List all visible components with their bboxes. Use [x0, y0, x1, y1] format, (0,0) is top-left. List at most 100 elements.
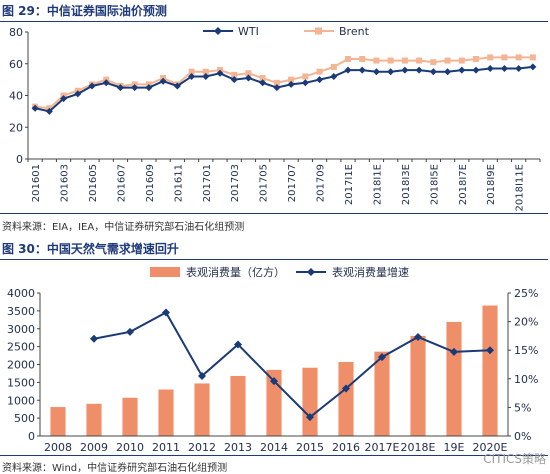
right-y-tick-label: 25% — [514, 287, 538, 300]
growth-line — [93, 311, 491, 419]
data-point-wti — [401, 66, 409, 74]
data-point-brent — [330, 63, 337, 70]
growth-point — [126, 327, 134, 336]
data-point-wti — [316, 76, 324, 84]
bar — [86, 403, 102, 436]
data-point-wti — [301, 79, 309, 87]
x-tick-label: 2018I1E — [372, 164, 383, 205]
data-point-wti — [372, 68, 380, 76]
growth-point — [270, 377, 278, 386]
data-point-wti — [88, 82, 96, 90]
x-tick-label: 2016 — [332, 441, 360, 454]
figure-29-source: 资料来源：EIA，IEA，中信证券研究部石油石化组预测 — [2, 222, 245, 233]
data-point-brent — [288, 76, 295, 83]
data-point-brent — [529, 54, 536, 61]
data-point-wti — [330, 72, 338, 80]
legend-marker-brent — [315, 27, 322, 35]
data-point-wti — [244, 74, 252, 82]
data-point-wti — [486, 65, 494, 73]
growth-point — [162, 308, 170, 317]
watermark: CITICS策略 — [483, 452, 546, 466]
growth-point — [306, 413, 314, 422]
data-point-wti — [500, 65, 508, 73]
left-y-tick-label: 3500 — [7, 305, 35, 318]
data-point-wti — [444, 68, 452, 76]
data-point-brent — [387, 57, 394, 64]
x-tick-label: 2018I5E — [429, 164, 440, 205]
bar — [158, 389, 174, 436]
data-point-wti — [358, 66, 366, 74]
series-line-wti — [34, 65, 533, 113]
bar — [194, 383, 210, 436]
left-y-tick-label: 2500 — [7, 341, 35, 354]
data-point-brent — [259, 75, 266, 82]
growth-point — [198, 371, 206, 380]
x-tick-label: 2018I3E — [401, 164, 412, 205]
data-point-wti — [60, 95, 68, 103]
growth-point — [450, 347, 458, 356]
x-tick-label: 2017I1E — [344, 164, 355, 205]
x-tick-label: 2015 — [296, 441, 324, 454]
data-point-brent — [359, 55, 366, 62]
left-y-tick-label: 500 — [14, 412, 35, 425]
data-point-brent — [302, 73, 309, 80]
data-point-brent — [273, 79, 280, 86]
data-point-brent — [458, 57, 465, 64]
legend-label-bar: 表观消费量（亿方） — [186, 265, 285, 279]
data-point-wti — [529, 63, 537, 71]
left-y-tick-label: 0 — [28, 430, 35, 443]
data-point-brent — [373, 57, 380, 64]
data-point-brent — [188, 68, 195, 75]
y-tick-label: 80 — [9, 26, 23, 39]
bar — [230, 375, 246, 436]
figure-30-bottom-divider — [0, 455, 548, 456]
x-tick-label: 2018I11E — [515, 164, 526, 211]
data-point-wti — [429, 68, 437, 76]
right-y-tick-label: 5% — [514, 401, 531, 414]
data-point-wti — [230, 76, 238, 84]
x-tick-label: 2018I7E — [458, 164, 469, 205]
legend-label-growth: 表观消费量增速 — [332, 265, 409, 279]
x-tick-label: 201701 — [202, 164, 213, 202]
data-point-wti — [344, 66, 352, 74]
data-point-wti — [31, 104, 39, 112]
data-point-wti — [131, 84, 139, 92]
bar — [410, 335, 426, 436]
data-point-brent — [430, 59, 437, 66]
data-point-wti — [458, 66, 466, 74]
data-point-brent — [515, 54, 522, 61]
data-point-wti — [188, 72, 196, 80]
y-tick-label: 40 — [9, 90, 23, 103]
bar — [50, 407, 66, 436]
data-point-wti — [287, 80, 295, 88]
data-point-wti — [116, 84, 124, 92]
growth-point — [342, 384, 350, 393]
x-tick-label: 2013 — [224, 441, 252, 454]
data-point-wti — [387, 68, 395, 76]
figure-29-divider — [0, 21, 548, 22]
x-tick-label: 2018E — [401, 441, 436, 454]
figure-30-title: 图 30：中国天然气需求增速回升 — [2, 242, 179, 256]
x-tick-label: 2008 — [44, 441, 72, 454]
y-tick-label: 0 — [16, 153, 23, 166]
x-tick-label: 201611 — [173, 164, 184, 202]
legend-swatch-bar — [150, 267, 180, 277]
data-point-wti — [472, 66, 480, 74]
data-point-brent — [245, 70, 252, 77]
right-y-tick-label: 10% — [514, 373, 538, 386]
data-point-wti — [515, 65, 523, 73]
figure-29-title: 图 29：中信证券国际油价预测 — [2, 4, 167, 18]
x-tick-label: 201707 — [287, 164, 298, 202]
data-point-wti — [216, 69, 224, 77]
data-point-brent — [316, 68, 323, 75]
growth-point — [486, 346, 494, 355]
x-tick-label: 2020E — [473, 441, 508, 454]
figure-30-divider — [0, 259, 548, 260]
x-tick-label: 201709 — [316, 164, 327, 202]
data-point-wti — [273, 84, 281, 92]
x-tick-label: 201705 — [259, 164, 270, 202]
left-y-tick-label: 1500 — [7, 376, 35, 389]
data-point-wti — [74, 90, 82, 98]
bar — [266, 369, 282, 436]
growth-point — [90, 334, 98, 343]
